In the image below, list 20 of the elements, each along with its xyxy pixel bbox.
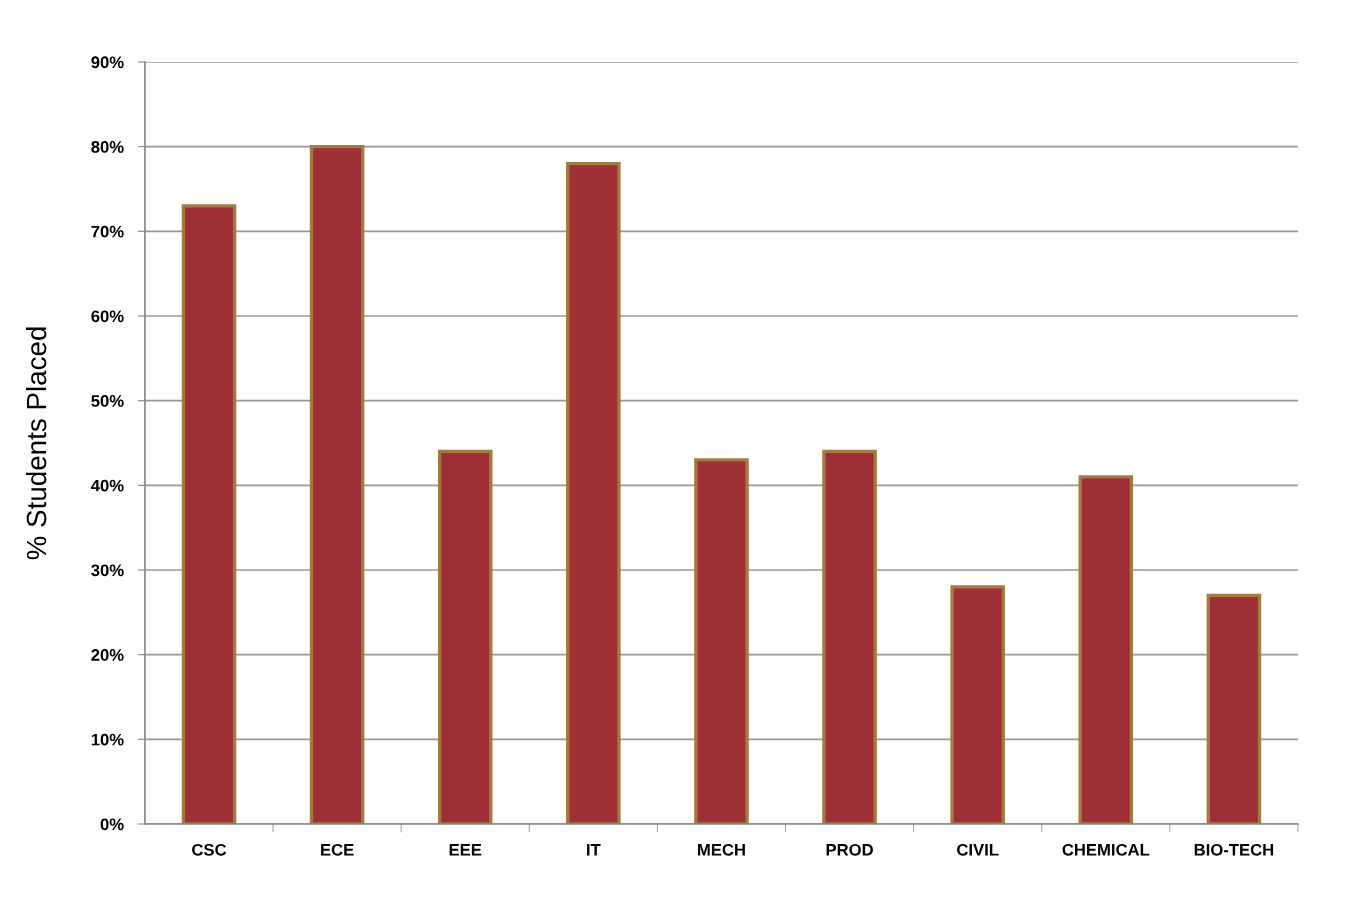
x-tick-label: IT <box>587 844 601 856</box>
x-tick-label: CIVIL <box>957 843 999 856</box>
y-tick-label: 50% <box>91 395 124 407</box>
x-tick-label: PROD <box>826 843 873 856</box>
y-axis-title: % Students Placed <box>25 327 47 560</box>
x-tick-label: EEE <box>449 844 482 856</box>
y-tick-label: 70% <box>91 225 124 238</box>
y-tick-label: 0% <box>100 818 124 831</box>
x-tick-label: CSC <box>192 843 227 856</box>
y-tick-label: 60% <box>91 310 124 323</box>
y-tick-label: 20% <box>91 649 124 661</box>
x-tick-label: MECH <box>698 843 745 856</box>
y-tick-label: 40% <box>91 479 124 492</box>
y-tick-label: 10% <box>91 733 124 746</box>
y-tick-label: 90% <box>91 56 124 69</box>
y-tick-label: 80% <box>91 141 124 153</box>
y-tick-label: 30% <box>91 564 124 577</box>
x-tick-label: BIO-TECH <box>1194 843 1274 856</box>
x-tick-label: CHEMICAL <box>1062 843 1150 856</box>
x-tick-label: ECE <box>321 843 354 856</box>
